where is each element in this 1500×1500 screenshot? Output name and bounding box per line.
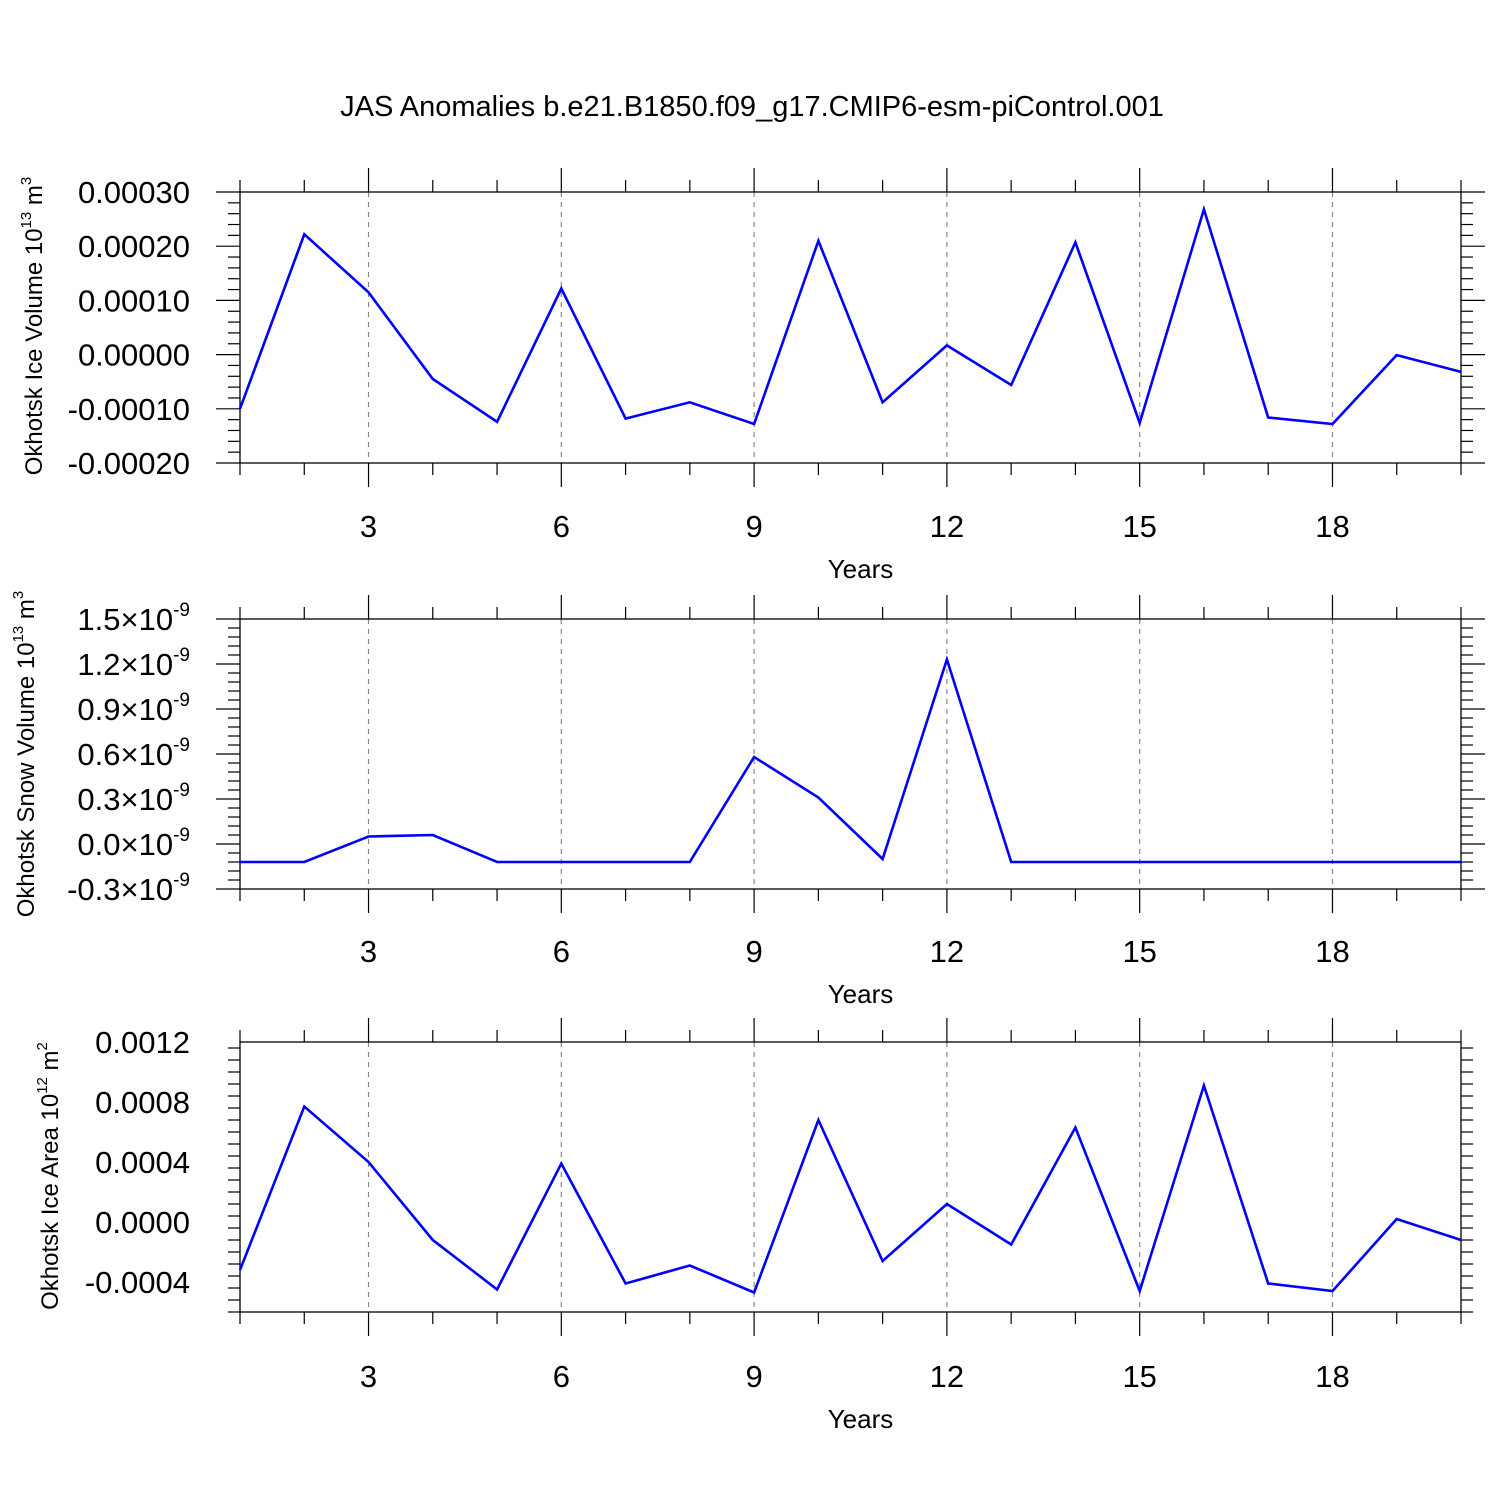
y-tick-label: 0.6×10-9 bbox=[77, 735, 190, 772]
x-tick-label: 12 bbox=[930, 1359, 964, 1394]
y-tick-label: 0.0000 bbox=[95, 1205, 190, 1240]
panel-ice-area: 3 6 9 12 15 18 -0.0004 0.0000 0.0004 0.0008 0.0012… bbox=[34, 1018, 1473, 1434]
y-tick-label: -0.3×10-9 bbox=[67, 870, 190, 907]
x-tick-label: 3 bbox=[360, 934, 377, 969]
series-line bbox=[238, 1081, 1462, 1295]
x-tick-label: 9 bbox=[745, 934, 762, 969]
y-tick-label: 0.0004 bbox=[95, 1145, 190, 1180]
x-axis-label: Years bbox=[828, 554, 894, 584]
panel-snow-volume: 3 6 9 12 15 18 -0.3×10-9 0.0×10-9 0.3×10-9 0.6×10… bbox=[10, 591, 1485, 1009]
y-tick-label: -0.0004 bbox=[85, 1265, 190, 1300]
x-tick-label: 18 bbox=[1315, 1359, 1349, 1394]
x-tick-label: 6 bbox=[553, 509, 570, 544]
panel-ice-volume: 3 6 9 12 15 18 -0.00020 -0.00010 0.00000 0.00010 0… bbox=[18, 168, 1485, 584]
x-tick-label: 15 bbox=[1122, 1359, 1156, 1394]
plot-frame bbox=[239, 191, 1462, 464]
y-axis-label: Okhotsk Ice Area 1012 m2 bbox=[34, 1042, 64, 1310]
x-tick-label: 3 bbox=[360, 509, 377, 544]
y-axis-label: Okhotsk Snow Volume 1013 m3 bbox=[10, 591, 40, 918]
y-tick-label: -0.00010 bbox=[68, 392, 190, 427]
y-tick-label: 0.0012 bbox=[95, 1025, 190, 1060]
x-tick-label: 15 bbox=[1122, 934, 1156, 969]
y-tick-label: 1.2×10-9 bbox=[77, 645, 190, 682]
x-tick-label: 18 bbox=[1315, 509, 1349, 544]
y-tick-label: 0.0008 bbox=[95, 1085, 190, 1120]
y-tick-label: 0.00030 bbox=[78, 175, 190, 210]
x-tick-label: 6 bbox=[553, 934, 570, 969]
plot-frame bbox=[239, 618, 1462, 890]
x-tick-label: 3 bbox=[360, 1359, 377, 1394]
x-axis-label: Years bbox=[828, 979, 894, 1009]
x-tick-label: 12 bbox=[930, 934, 964, 969]
x-tick-label: 12 bbox=[930, 509, 964, 544]
figure-title: JAS Anomalies b.e21.B1850.f09_g17.CMIP6-… bbox=[340, 91, 1164, 123]
y-tick-label: 1.5×10-9 bbox=[77, 600, 190, 637]
y-tick-label: -0.00020 bbox=[68, 446, 190, 481]
y-tick-label: 0.0×10-9 bbox=[77, 825, 190, 862]
y-axis-label: Okhotsk Ice Volume 1013 m3 bbox=[18, 177, 48, 476]
x-tick-label: 9 bbox=[745, 509, 762, 544]
y-tick-label: 0.00010 bbox=[78, 283, 190, 318]
series-line bbox=[238, 204, 1462, 428]
x-tick-label: 15 bbox=[1122, 509, 1156, 544]
y-tick-label: 0.3×10-9 bbox=[77, 780, 190, 817]
plot-frame bbox=[239, 1041, 1462, 1313]
panels: 3 6 9 12 15 18 -0.00020 -0.00010 0.00000 0.00010 0… bbox=[10, 168, 1485, 1434]
x-tick-label: 6 bbox=[553, 1359, 570, 1394]
x-tick-label: 9 bbox=[745, 1359, 762, 1394]
series-line bbox=[240, 655, 1461, 864]
y-tick-label: 0.00000 bbox=[78, 338, 190, 373]
x-axis-label: Years bbox=[828, 1404, 894, 1434]
y-tick-label: 0.00020 bbox=[78, 229, 190, 264]
x-tick-label: 18 bbox=[1315, 934, 1349, 969]
y-tick-label: 0.9×10-9 bbox=[77, 690, 190, 727]
